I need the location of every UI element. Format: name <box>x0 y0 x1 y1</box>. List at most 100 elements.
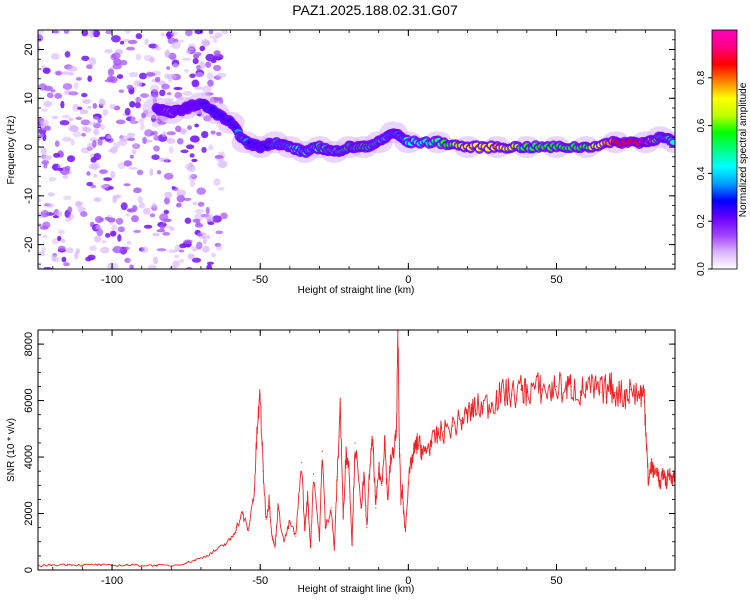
spectrogram-noise-cell <box>65 247 74 254</box>
spectrogram-noise-cell <box>110 230 117 237</box>
spectrogram-noise-cell <box>68 213 75 220</box>
snr-data-point <box>659 487 661 489</box>
spectrogram-noise-cell <box>57 245 66 252</box>
snr-data-point <box>170 565 172 567</box>
spectrogram-noise-cell <box>88 57 97 66</box>
spectrogram-noise-cell <box>81 132 86 137</box>
snr-data-point <box>366 527 368 529</box>
spectrogram-noise-cell <box>216 131 222 136</box>
snr-x-tick-label: -100 <box>101 575 123 587</box>
spectrogram-noise-cell <box>93 197 103 202</box>
spectrogram-noise-cell <box>128 166 138 170</box>
spectrogram-noise-cell <box>153 256 159 265</box>
spectrogram-noise-cell <box>173 86 183 91</box>
colorbar-tick-label: 0.4 <box>696 166 707 180</box>
spectrogram-noise-cell <box>205 61 212 68</box>
snr-data-point <box>570 385 572 388</box>
snr-data-point <box>312 473 315 475</box>
snr-data-point <box>289 521 291 523</box>
spectrogram-noise-cell <box>58 229 65 235</box>
snr-data-point <box>52 564 54 566</box>
spectrogram-noise-cell <box>87 105 92 110</box>
spectrogram-noise-cell <box>161 131 167 138</box>
spectrogram-noise-cell <box>117 234 122 242</box>
spectrogram-noise-cell <box>191 158 198 163</box>
spectrogram-noise-cell <box>60 100 65 109</box>
spectrogram-noise-cell <box>127 39 138 45</box>
snr-data-point <box>585 388 587 390</box>
spectrogram-noise-cell <box>50 53 60 60</box>
spectrogram-noise-cell <box>124 30 131 34</box>
snr-data-point <box>268 498 270 500</box>
snr-data-point <box>535 385 537 388</box>
spectrogram-noise-cell <box>82 99 92 104</box>
spectrogram-x-tick-label: 0 <box>405 274 411 286</box>
spectrogram-noise-cell <box>189 153 195 158</box>
spectrogram-noise-cell <box>178 249 185 253</box>
snr-data-point <box>644 416 647 419</box>
spectrogram-noise-cell <box>38 30 45 35</box>
spectrogram-noise-cell <box>214 243 222 247</box>
snr-data-point <box>67 563 69 566</box>
colorbar-ticks: 0.0 0.2 0.4 0.6 0.8 <box>696 70 712 276</box>
spectrogram-noise-cell <box>68 91 79 96</box>
spectrogram-noise-cell <box>135 33 143 40</box>
spectrogram-noise-cell <box>130 115 136 123</box>
snr-data-point <box>413 450 415 452</box>
spectrogram-noise-cell <box>57 167 64 171</box>
spectrogram-noise-cell <box>153 135 160 141</box>
snr-data-point <box>520 388 522 390</box>
spectrogram-noise-cell <box>72 103 80 112</box>
spectrogram-noise-cell <box>41 246 46 253</box>
snr-data-point <box>155 564 158 566</box>
snr-data-point <box>369 464 371 467</box>
snr-data-point <box>401 490 403 492</box>
spectrogram-noise-cell <box>87 75 92 82</box>
snr-data-point <box>339 402 341 404</box>
spectrogram-noise-cell <box>87 142 94 151</box>
spectrogram-noise-cell <box>51 238 60 245</box>
spectrogram-noise-cell <box>67 206 73 213</box>
snr-data-point <box>671 476 673 478</box>
spectrogram-noise-cell <box>212 215 222 223</box>
snr-y-tick-label: 8000 <box>23 332 35 356</box>
snr-data-point <box>194 559 196 561</box>
spectrogram-noise-cell <box>88 163 99 170</box>
spectrogram-noise-cell <box>183 68 190 73</box>
spectrogram-noise-cell <box>86 181 94 187</box>
spectrogram-noise-cell <box>95 224 102 230</box>
spectrogram-noise-cell <box>99 136 106 140</box>
spectrogram-noise-cell <box>90 161 101 170</box>
spectrogram-noise-cell <box>143 224 153 229</box>
snr-data-point <box>505 391 507 393</box>
spectrogram-noise-cell <box>150 56 155 64</box>
spectrogram-noise-cell <box>50 89 56 93</box>
spectrogram-noise-cell <box>156 248 167 252</box>
spectrogram-noise-cell <box>111 35 121 43</box>
spectrogram-noise-cell <box>126 137 136 141</box>
snr-x-tick-label: -50 <box>252 575 268 587</box>
spectrogram-noise-cell <box>196 233 203 237</box>
spectrogram-noise-cell <box>133 143 138 148</box>
spectrogram-noise-cell <box>131 215 139 223</box>
snr-data-point <box>656 467 658 469</box>
spectrogram-noise-cell <box>135 53 142 61</box>
spectrogram-noise-cell <box>39 119 49 127</box>
spectrogram-noise-cell <box>208 30 214 35</box>
spectrogram-noise-cell <box>119 59 128 66</box>
spectrogram-noise-cell <box>127 208 133 212</box>
snr-data-point <box>600 391 602 393</box>
spectrogram-noise-cell <box>164 157 169 163</box>
spectrogram-noise-cell <box>187 43 196 51</box>
spectrogram-noise-cell <box>186 144 195 150</box>
spectrogram-noise-cell <box>63 262 70 267</box>
spectrogram-noise-cell <box>111 224 117 231</box>
snr-data-point <box>403 515 405 518</box>
spectrogram-noise-cell <box>207 221 215 226</box>
spectrogram-noise-cell <box>162 218 172 223</box>
snr-x-ticks: -100 -50 0 50 <box>52 330 676 587</box>
spectrogram-noise-cell <box>93 128 100 136</box>
spectrogram-noise-cell <box>159 89 166 97</box>
